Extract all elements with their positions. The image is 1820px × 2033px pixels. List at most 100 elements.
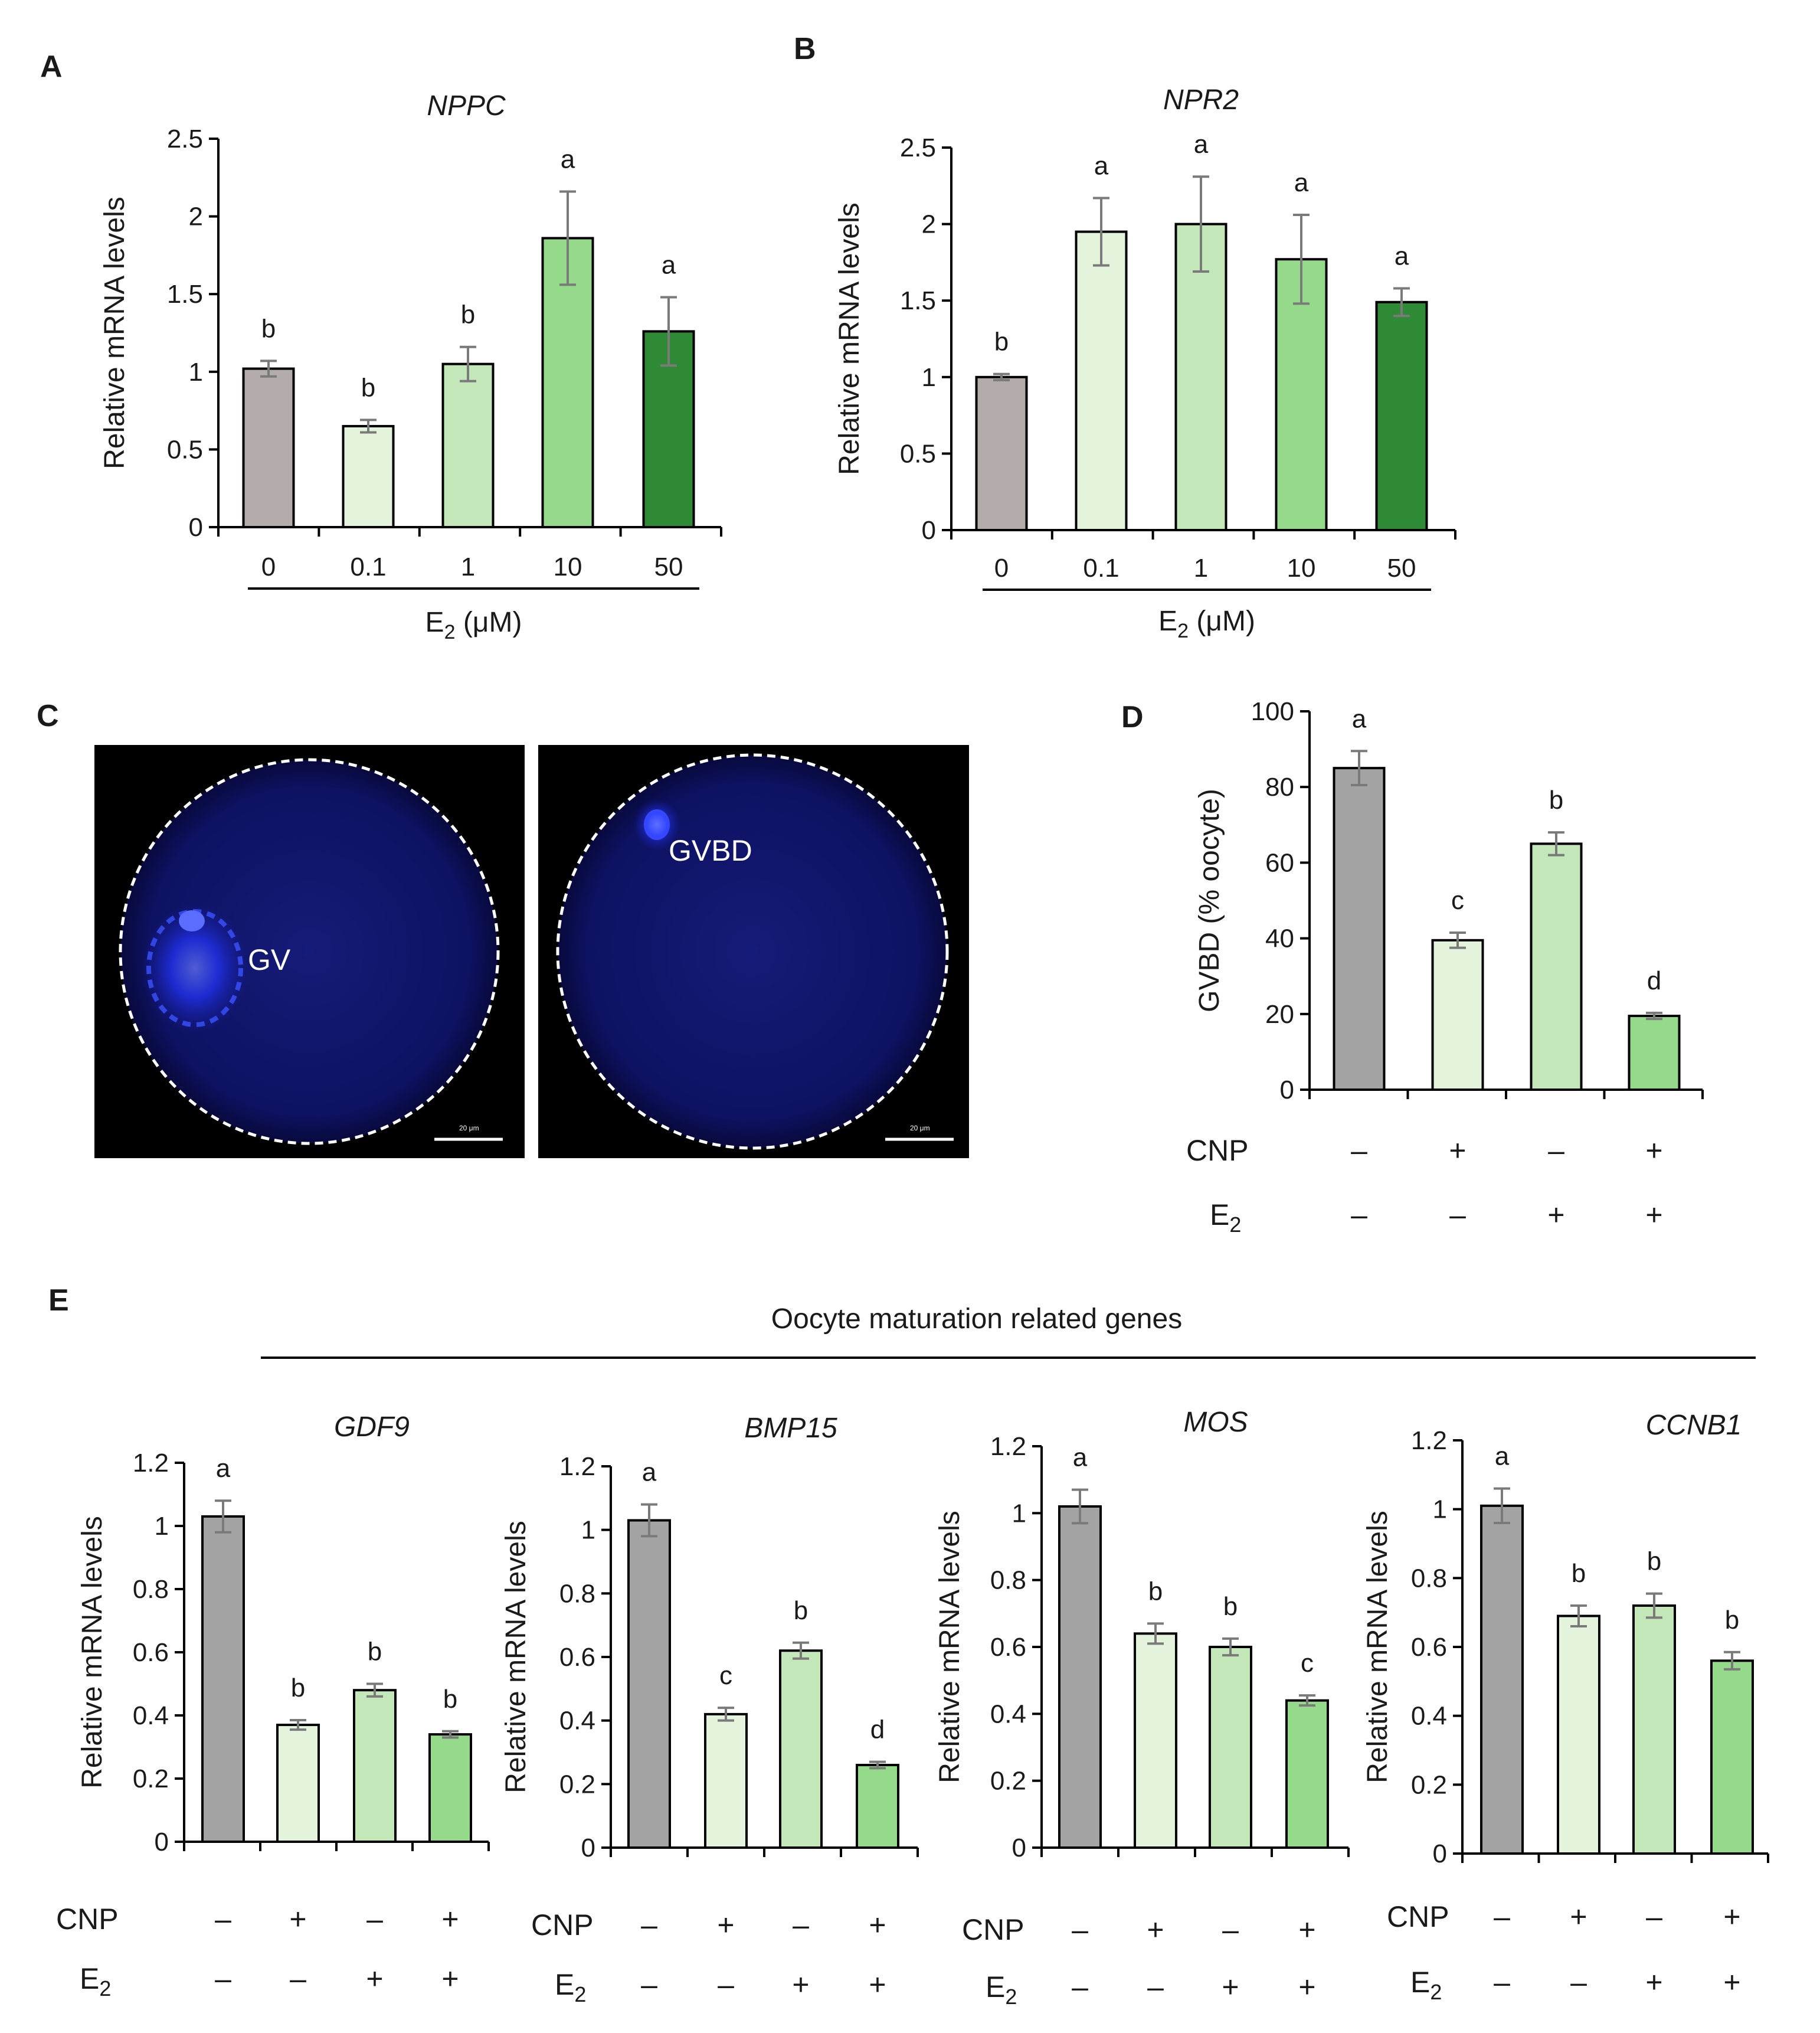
treatment-sign: +	[1298, 1970, 1315, 2003]
y-tick-label: 60	[1265, 848, 1294, 877]
treatment-sign: +	[441, 1962, 459, 1995]
bar	[441, 362, 495, 528]
row-label-e2: E2	[555, 1968, 586, 2006]
treatment-sign: +	[1570, 1900, 1587, 1933]
panel-label-e: E	[48, 1283, 69, 1318]
significance-letter: a	[1294, 168, 1309, 197]
y-axis-label: Relative mRNA levels	[1362, 1511, 1393, 1783]
bar	[242, 367, 295, 528]
treatment-sign: –	[1494, 1966, 1510, 1999]
significance-letter: b	[461, 300, 475, 329]
treatment-sign: –	[1147, 1970, 1164, 2003]
significance-letter: c	[719, 1661, 732, 1690]
bar	[1174, 223, 1227, 532]
significance-letter: b	[1549, 786, 1563, 815]
row-label-e2: E2	[1210, 1198, 1241, 1237]
panel-label-d: D	[1121, 700, 1144, 734]
treatment-sign: –	[1072, 1913, 1088, 1946]
chart-gvbd: 0 20 40 60 80 100 GVBD (% oocyte) a c b d CNP E2 – + – +…	[1186, 697, 1704, 1237]
bar	[1632, 1604, 1676, 1855]
y-tick-label: 1.2	[1411, 1426, 1447, 1455]
y-tick-label: 0.6	[990, 1633, 1026, 1662]
y-tick-label: 1	[1433, 1495, 1447, 1524]
x-axis-title-main: E	[425, 607, 444, 638]
treatment-sign: –	[215, 1962, 231, 1995]
y-tick-label: 1.2	[990, 1432, 1026, 1461]
germinal-vesicle	[142, 903, 248, 1033]
treatment-sign: –	[290, 1962, 306, 1995]
row-label-cnp: CNP	[1186, 1134, 1249, 1167]
bar	[1209, 1646, 1252, 1849]
row-label-cnp: CNP	[531, 1908, 594, 1942]
significance-letter: b	[1148, 1577, 1163, 1606]
bar	[975, 375, 1028, 531]
significance-letter: c	[1451, 886, 1464, 915]
treatment-sign: +	[1147, 1913, 1164, 1946]
significance-letter: a	[216, 1454, 231, 1483]
treatment-sign: –	[1570, 1966, 1587, 1999]
chart-title: CCNB1	[1646, 1410, 1742, 1441]
significance-letter: a	[1395, 241, 1409, 270]
bar	[1134, 1632, 1177, 1849]
treatment-sign: –	[1351, 1134, 1367, 1167]
y-tick-label: 1	[1012, 1499, 1026, 1528]
row-label-e2: E2	[80, 1962, 111, 2001]
x-axis-title-sub: 2	[1177, 620, 1189, 642]
significance-letter: b	[994, 328, 1009, 357]
row-label-e2-main: E	[1210, 1198, 1229, 1231]
y-tick-label: 2	[189, 202, 203, 231]
bar	[353, 1689, 397, 1843]
y-tick-label: 0.8	[559, 1579, 595, 1608]
bar	[856, 1764, 899, 1849]
significance-letter: b	[291, 1674, 305, 1702]
x-tick-label: 0.1	[350, 553, 386, 581]
panel-label-a: A	[40, 50, 63, 84]
row-label-e2-sub: 2	[99, 1976, 111, 2001]
significance-letter: c	[1301, 1649, 1314, 1678]
treatment-sign: –	[718, 1968, 734, 2001]
y-axis-label: Relative mRNA levels	[99, 197, 130, 469]
gv-label: GV	[248, 943, 291, 976]
significance-letter: b	[443, 1685, 457, 1714]
y-tick-label: 0	[189, 513, 203, 542]
significance-letter: a	[1352, 704, 1367, 733]
treatment-sign: –	[215, 1903, 231, 1936]
y-tick-label: 1	[922, 363, 936, 392]
y-tick-label: 0.8	[1411, 1564, 1447, 1593]
treatment-sign: +	[1298, 1913, 1315, 1946]
chart-title: NPR2	[1163, 84, 1239, 116]
x-axis-title-sub: 2	[444, 621, 456, 643]
oocyte-outline-gv	[119, 758, 500, 1145]
bar	[704, 1712, 748, 1849]
bar	[1375, 300, 1428, 531]
y-tick-label: 0	[1012, 1833, 1026, 1862]
y-tick-label: 2.5	[167, 125, 203, 153]
x-tick-label: 1	[1194, 554, 1208, 583]
row-label-e2-main: E	[80, 1962, 99, 1995]
panel-label-c: C	[37, 699, 59, 733]
treatment-sign: –	[1646, 1900, 1662, 1933]
treatment-sign: –	[1351, 1198, 1367, 1231]
x-tick-label: 10	[554, 553, 582, 581]
row-label-e2: E2	[1410, 1966, 1442, 2004]
y-tick-label: 0.2	[559, 1770, 595, 1799]
bar	[541, 237, 594, 528]
y-tick-label: 0	[155, 1828, 169, 1856]
treatment-sign: –	[641, 1968, 657, 2001]
x-axis-title-main: E	[1158, 606, 1177, 637]
treatment-sign: –	[641, 1908, 657, 1942]
y-tick-label: 0.4	[1411, 1702, 1447, 1731]
treatment-sign: –	[1072, 1970, 1088, 2003]
significance-letter: a	[1194, 130, 1209, 159]
bar	[1333, 767, 1386, 1091]
y-tick-label: 0.6	[133, 1638, 169, 1667]
treatment-sign: –	[1494, 1900, 1510, 1933]
significance-letter: b	[1647, 1547, 1661, 1576]
treatment-sign: +	[366, 1962, 383, 1995]
significance-letter: a	[1094, 152, 1109, 181]
significance-letter: b	[1725, 1606, 1739, 1635]
y-tick-label: 1	[189, 358, 203, 387]
treatment-sign: +	[1723, 1900, 1740, 1933]
chart-bmp15: BMP15 0 0.2 0.4 0.6 0.8 1 1.2 Relative mRNA leve…	[500, 1413, 919, 2006]
